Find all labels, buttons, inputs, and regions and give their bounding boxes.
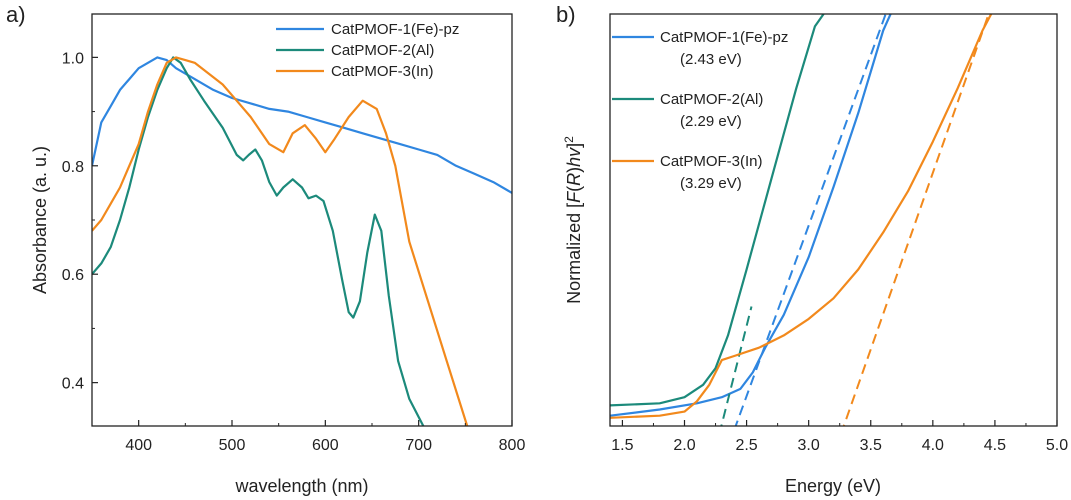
series-line-b-catpmof-1-fe-pz [610,14,892,417]
panel-a-y-axis-label: Absorbance (a. u.) [30,146,50,294]
band-gap-label-b-catpmof-2-al: (2.29 eV) [680,113,742,130]
y-label-part-b: R [564,173,584,186]
x-tick-label-b: 2.5 [735,437,757,454]
panel-b-legend: CatPMOF-1(Fe)-pz (2.43 eV) CatPMOF-2(Al) (2… [612,29,788,192]
legend-entry-b-catpmof-3-in: CatPMOF-3(In) [660,153,763,170]
panel-b: b) 1.5 2.0 2.5 3.0 3.5 4.0 4.5 5.0 Energy (eV) … [556,2,1068,496]
x-tick-label-a: 400 [125,437,152,454]
y-label-part-b: hv [564,147,584,167]
y-tick-label-a: 1.0 [62,50,84,67]
panel-a-ticks: 400 500 600 700 800 0.4 0.6 0.8 1.0 [62,50,526,454]
panel-b-x-axis-label: Energy (eV) [785,476,881,496]
x-tick-label-a: 700 [405,437,432,454]
y-label-part-b: ( [564,186,584,192]
tangent-line-b-catpmof-2-al [720,306,753,426]
y-label-part-b: F [564,191,584,203]
x-tick-label-b: 4.0 [922,437,944,454]
y-label-part-b: ) [564,167,584,173]
series-line-a-catpmof-1-fe-pz [92,56,512,194]
panel-a-label: a) [6,2,26,27]
panel-b-ticks: 1.5 2.0 2.5 3.0 3.5 4.0 4.5 5.0 [611,420,1068,454]
y-label-part-b: Normalized [ [564,203,584,304]
tangent-line-b-catpmof-3-in [842,14,990,426]
x-tick-label-a: 600 [312,437,339,454]
panel-b-series-group [610,14,993,426]
y-tick-label-a: 0.6 [62,267,84,284]
panel-a-x-axis-label: wavelength (nm) [234,476,368,496]
legend-entry-b-catpmof-1-fe-pz: CatPMOF-1(Fe)-pz [660,29,788,46]
tangent-line-b-catpmof-1-fe-pz [734,14,887,426]
panel-b-label: b) [556,2,576,27]
x-tick-label-b: 3.5 [860,437,882,454]
x-tick-label-b: 5.0 [1046,437,1068,454]
y-label-part-b: ] [564,143,584,148]
series-line-a-catpmof-3-in [92,56,469,426]
panel-a-legend: CatPMOF-1(Fe)-pz CatPMOF-2(Al) CatPMOF-3(I… [276,21,459,80]
series-line-a-catpmof-2-al [92,56,425,426]
panel-a-plot-frame [91,13,513,427]
x-tick-label-b: 3.0 [798,437,820,454]
x-tick-label-b: 1.5 [611,437,633,454]
legend-entry-a-catpmof-3-in: CatPMOF-3(In) [331,63,434,80]
band-gap-label-b-catpmof-3-in: (3.29 eV) [680,175,742,192]
y-label-part-b: 2 [562,136,576,143]
legend-entry-a-catpmof-1-fe-pz: CatPMOF-1(Fe)-pz [331,21,459,38]
panel-a: a) 400 500 600 700 800 0.4 0.6 0.8 1.0 wavelengt… [6,2,525,496]
panel-b-y-axis-label: Normalized [F(R)hv]2 [562,136,584,304]
x-tick-label-b: 4.5 [984,437,1006,454]
x-tick-label-b: 2.0 [673,437,695,454]
legend-entry-b-catpmof-2-al: CatPMOF-2(Al) [660,91,763,108]
legend-entry-a-catpmof-2-al: CatPMOF-2(Al) [331,42,434,59]
band-gap-label-b-catpmof-1-fe-pz: (2.43 eV) [680,51,742,68]
y-tick-label-a: 0.4 [62,376,84,393]
x-tick-label-a: 500 [219,437,246,454]
x-tick-label-a: 800 [499,437,526,454]
panel-a-series-group [92,56,512,426]
y-tick-label-a: 0.8 [62,159,84,176]
panel-b-plot-frame [609,13,1058,427]
series-line-b-catpmof-3-in [610,14,993,419]
series-line-b-catpmof-2-al [610,14,825,407]
